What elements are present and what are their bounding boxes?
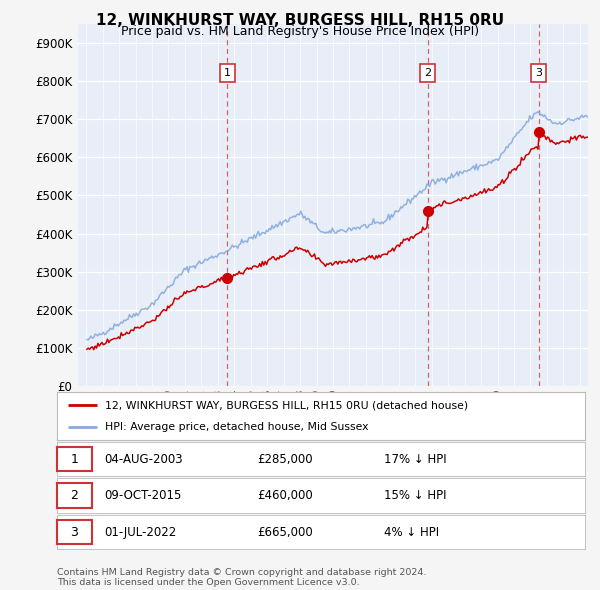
Text: 01-JUL-2022: 01-JUL-2022: [104, 526, 177, 539]
Text: 3: 3: [70, 526, 79, 539]
Text: 09-OCT-2015: 09-OCT-2015: [104, 489, 182, 502]
Text: Contains HM Land Registry data © Crown copyright and database right 2024.
This d: Contains HM Land Registry data © Crown c…: [57, 568, 427, 587]
Text: 15% ↓ HPI: 15% ↓ HPI: [385, 489, 447, 502]
Text: £285,000: £285,000: [257, 453, 313, 466]
Text: £460,000: £460,000: [257, 489, 313, 502]
Text: 12, WINKHURST WAY, BURGESS HILL, RH15 0RU (detached house): 12, WINKHURST WAY, BURGESS HILL, RH15 0R…: [104, 400, 467, 410]
Text: 12, WINKHURST WAY, BURGESS HILL, RH15 0RU: 12, WINKHURST WAY, BURGESS HILL, RH15 0R…: [96, 13, 504, 28]
Text: 04-AUG-2003: 04-AUG-2003: [104, 453, 183, 466]
Text: 1: 1: [70, 453, 79, 466]
Text: 17% ↓ HPI: 17% ↓ HPI: [385, 453, 447, 466]
Text: 3: 3: [535, 68, 542, 78]
Text: 2: 2: [70, 489, 79, 502]
Text: £665,000: £665,000: [257, 526, 313, 539]
Text: 1: 1: [224, 68, 231, 78]
Text: 2: 2: [424, 68, 431, 78]
Text: HPI: Average price, detached house, Mid Sussex: HPI: Average price, detached house, Mid …: [104, 422, 368, 432]
Text: 4% ↓ HPI: 4% ↓ HPI: [385, 526, 439, 539]
Text: Price paid vs. HM Land Registry's House Price Index (HPI): Price paid vs. HM Land Registry's House …: [121, 25, 479, 38]
